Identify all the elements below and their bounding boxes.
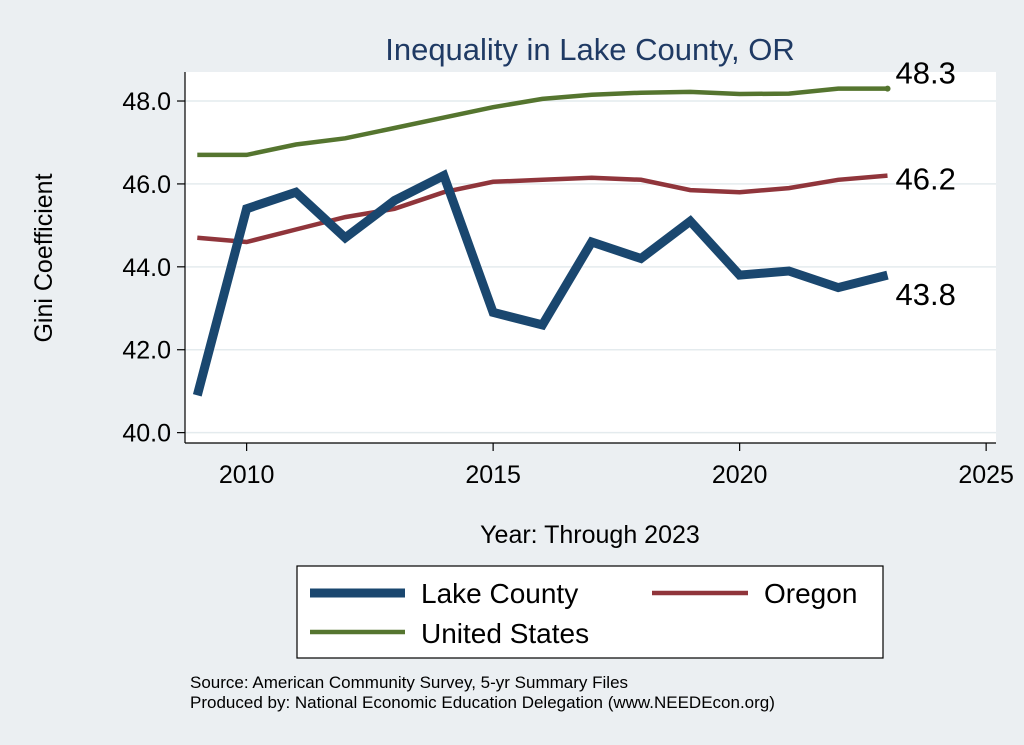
series-line-united-states xyxy=(197,86,888,158)
y-tick-label: 42.0 xyxy=(122,337,171,365)
end-labels: 43.8 46.2 48.3 xyxy=(896,56,956,313)
end-label-united-states: 48.3 xyxy=(896,56,956,91)
series-line-lake-county xyxy=(192,169,889,397)
legend-label-oregon: Oregon xyxy=(764,578,857,609)
legend-box xyxy=(296,565,884,659)
x-axis-title: Year: Through 2023 xyxy=(480,521,700,549)
y-tick-label: 44.0 xyxy=(122,254,171,282)
x-tick-label: 2025 xyxy=(958,461,1014,489)
series-line-oregon xyxy=(197,173,888,245)
chart-title: Inequality in Lake County, OR xyxy=(385,32,795,67)
y-tick-label: 40.0 xyxy=(122,420,171,448)
x-tick-label: 2015 xyxy=(465,461,521,489)
plot-area xyxy=(185,72,996,443)
series xyxy=(192,85,891,397)
legend-label-lake-county: Lake County xyxy=(421,578,578,609)
producer-note: Produced by: National Economic Education… xyxy=(190,693,775,712)
end-label-lake-county: 43.8 xyxy=(896,277,956,312)
source-note: Source: American Community Survey, 5-yr … xyxy=(190,673,628,692)
x-axis-ticks: 2010 2015 2020 2025 xyxy=(219,443,1014,489)
legend-label-united-states: United States xyxy=(421,618,589,649)
legend: Lake County Oregon United States xyxy=(296,565,884,659)
gridlines xyxy=(185,100,996,434)
x-tick-label: 2020 xyxy=(712,461,768,489)
y-tick-label: 48.0 xyxy=(122,88,171,116)
end-label-oregon: 46.2 xyxy=(896,162,956,197)
y-axis-title: Gini Coefficient xyxy=(30,173,58,342)
end-point-united-states xyxy=(884,85,891,92)
y-axis-ticks: 40.0 42.0 44.0 46.0 48.0 xyxy=(122,88,185,448)
x-tick-label: 2010 xyxy=(219,461,275,489)
y-tick-label: 46.0 xyxy=(122,171,171,199)
